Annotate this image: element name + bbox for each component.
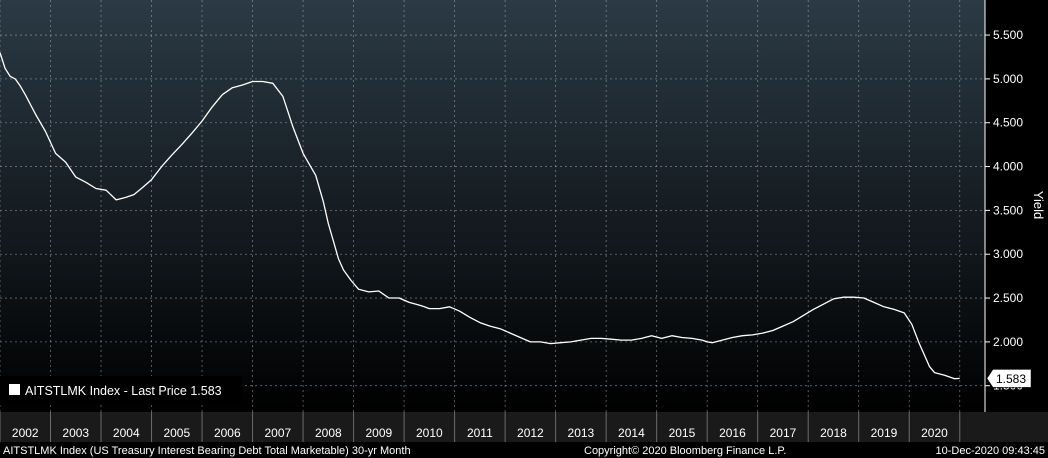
footer-left: AITSTLMK Index (US Treasury Interest Bea… bbox=[3, 445, 411, 457]
x-tick-label: 2007 bbox=[264, 426, 291, 440]
y-axis: 5.500 5.000 4.500 4.000 3.500 3.000 2.500 2.000… bbox=[984, 0, 1023, 412]
x-tick-label: 2014 bbox=[618, 426, 645, 440]
x-tick-label: 2005 bbox=[163, 426, 190, 440]
x-tick-label: 2011 bbox=[467, 426, 493, 440]
x-tick-label: 2006 bbox=[214, 426, 241, 440]
x-tick-label: 2010 bbox=[416, 426, 443, 440]
plot-background bbox=[0, 0, 985, 412]
x-tick-label: 2016 bbox=[719, 426, 746, 440]
grid bbox=[0, 0, 985, 412]
y-tick-label: 3.500 bbox=[993, 203, 1023, 217]
legend: AITSTLMK Index - Last Price 1.583 bbox=[0, 376, 242, 404]
footer-band bbox=[0, 442, 1048, 458]
y-tick-label: 3.000 bbox=[993, 247, 1023, 261]
x-tick-label: 2015 bbox=[669, 426, 696, 440]
x-tick-label: 2012 bbox=[517, 426, 544, 440]
x-axis-band bbox=[0, 412, 1048, 442]
last-value-tag-shape bbox=[986, 369, 1032, 388]
right-axis-background bbox=[985, 0, 1048, 412]
x-tick-label: 2003 bbox=[62, 426, 89, 440]
legend-swatch bbox=[9, 384, 20, 395]
legend-box bbox=[0, 376, 242, 404]
series-group bbox=[0, 52, 960, 380]
y-tick-label: 2.500 bbox=[993, 291, 1023, 305]
x-tick-label: 2008 bbox=[315, 426, 342, 440]
x-tick-label: 2002 bbox=[12, 426, 39, 440]
x-tick-label: 2019 bbox=[871, 426, 898, 440]
last-value-tag-text: 1.583 bbox=[996, 372, 1026, 386]
y-tick-label: 4.000 bbox=[993, 160, 1023, 174]
series-line bbox=[0, 52, 960, 380]
x-tick-label: 2017 bbox=[770, 426, 797, 440]
y-tick-label: 5.500 bbox=[993, 28, 1023, 42]
x-axis: 2002 2003 2004 2005 2006 2007 2008 2009 2010 2011… bbox=[0, 412, 961, 442]
y-axis-title: Yield bbox=[1031, 191, 1046, 219]
y-tick-label: 2.000 bbox=[993, 335, 1023, 349]
x-tick-label: 2018 bbox=[820, 426, 847, 440]
x-tick-label: 2020 bbox=[921, 426, 948, 440]
x-tick-label: 2013 bbox=[568, 426, 595, 440]
footer-center: Copyright© 2020 Bloomberg Finance L.P. bbox=[584, 445, 786, 457]
x-tick-label: 2004 bbox=[113, 426, 140, 440]
footer-right: 10-Dec-2020 09:43:45 bbox=[936, 445, 1045, 457]
y-tick-label: 5.000 bbox=[993, 72, 1023, 86]
x-tick-label: 2009 bbox=[365, 426, 392, 440]
y-tick-label: 4.500 bbox=[993, 116, 1023, 130]
legend-label: AITSTLMK Index - Last Price 1.583 bbox=[25, 384, 222, 398]
last-value-tag: 1.583 bbox=[986, 369, 1032, 388]
